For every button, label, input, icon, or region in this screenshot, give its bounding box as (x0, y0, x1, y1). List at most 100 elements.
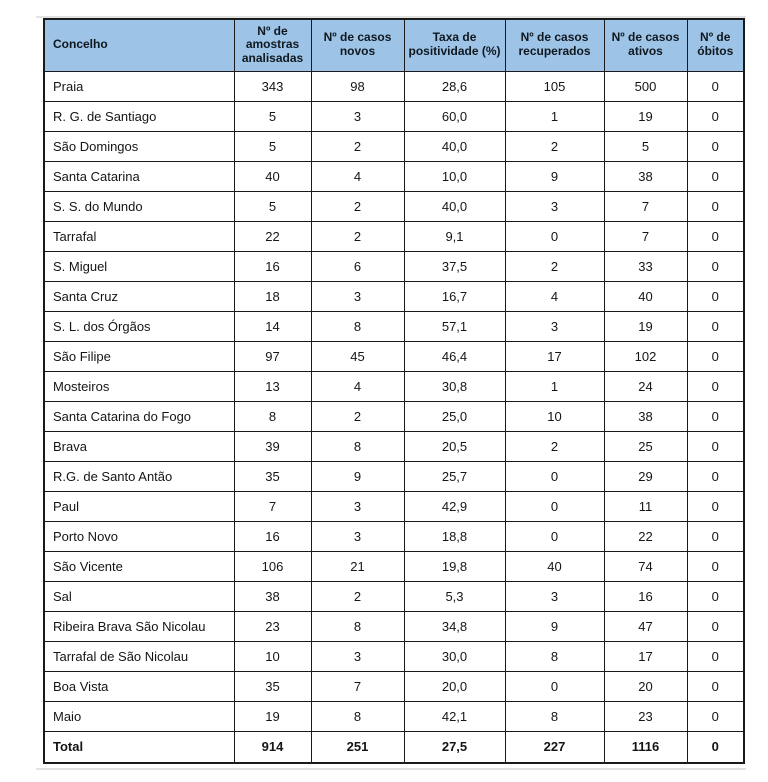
cell-value: 40 (603, 280, 688, 312)
cell-value: 2 (504, 430, 605, 462)
cell-value: 0 (504, 520, 605, 552)
cell-value: 60,0 (403, 100, 506, 132)
cell-value: 0 (686, 670, 745, 702)
cell-value: 0 (686, 550, 745, 582)
column-header-4: Nº de casos recuperados (504, 18, 605, 72)
cell-value: 13 (233, 370, 312, 402)
cell-value: 97 (233, 340, 312, 372)
cell-value: 0 (686, 340, 745, 372)
scan-artifact-line-bottom (36, 768, 746, 770)
cell-value: 22 (233, 220, 312, 252)
cell-concelho: R.G. de Santo Antão (43, 460, 235, 492)
table-row: São Filipe 97 45 46,4 17 102 0 (43, 340, 745, 372)
cell-value: 74 (603, 550, 688, 582)
cell-value: 25,7 (403, 460, 506, 492)
cell-value: 8 (310, 610, 405, 642)
cell-value: 38 (603, 400, 688, 432)
cell-value: 8 (310, 430, 405, 462)
cell-concelho: São Filipe (43, 340, 235, 372)
cell-value: 105 (504, 70, 605, 102)
cell-value: 0 (504, 670, 605, 702)
cell-concelho: Boa Vista (43, 670, 235, 702)
cell-value: 0 (686, 730, 745, 764)
cell-value: 0 (686, 70, 745, 102)
cell-concelho: São Domingos (43, 130, 235, 162)
cell-value: 6 (310, 250, 405, 282)
cell-value: 1 (504, 100, 605, 132)
cell-value: 38 (233, 580, 312, 612)
cell-value: 19 (233, 700, 312, 732)
cell-value: 7 (233, 490, 312, 522)
cell-value: 0 (686, 160, 745, 192)
table-row: S. S. do Mundo 5 2 40,0 3 7 0 (43, 190, 745, 222)
cell-value: 16 (233, 250, 312, 282)
table-row: R. G. de Santiago 5 3 60,0 1 19 0 (43, 100, 745, 132)
cell-value: 3 (310, 640, 405, 672)
cell-value: 23 (233, 610, 312, 642)
cell-concelho: R. G. de Santiago (43, 100, 235, 132)
cell-value: 25 (603, 430, 688, 462)
cell-value: 0 (686, 280, 745, 312)
data-table: Concelho Nº de amostras analisadas Nº de c… (43, 18, 745, 764)
cell-value: 20,5 (403, 430, 506, 462)
cell-value: 1 (504, 370, 605, 402)
cell-value: 0 (686, 220, 745, 252)
cell-concelho: Tarrafal de São Nicolau (43, 640, 235, 672)
header-row: Concelho Nº de amostras analisadas Nº de c… (43, 18, 745, 72)
cell-value: 34,8 (403, 610, 506, 642)
cell-value: 0 (686, 700, 745, 732)
cell-value: 16 (233, 520, 312, 552)
cell-value: 7 (603, 220, 688, 252)
table-row: Tarrafal de São Nicolau 10 3 30,0 8 17 0 (43, 640, 745, 672)
cell-value: 0 (686, 610, 745, 642)
cell-value: 21 (310, 550, 405, 582)
cell-value: 18,8 (403, 520, 506, 552)
table-header: Concelho Nº de amostras analisadas Nº de c… (43, 18, 745, 72)
cell-value: 0 (686, 490, 745, 522)
cell-value: 8 (504, 640, 605, 672)
cell-value: 0 (504, 490, 605, 522)
cell-value: 2 (504, 130, 605, 162)
cell-value: 30,0 (403, 640, 506, 672)
cell-concelho: Ribeira Brava São Nicolau (43, 610, 235, 642)
cell-value: 0 (686, 460, 745, 492)
cell-value: 30,8 (403, 370, 506, 402)
cell-value: 47 (603, 610, 688, 642)
cell-value: 8 (310, 310, 405, 342)
cell-value: 10 (504, 400, 605, 432)
cell-concelho: Porto Novo (43, 520, 235, 552)
cell-concelho: Sal (43, 580, 235, 612)
cell-value: 4 (310, 160, 405, 192)
cell-value: 3 (504, 190, 605, 222)
cell-value: 45 (310, 340, 405, 372)
column-header-5: Nº de casos ativos (603, 18, 688, 72)
cell-value: 0 (686, 430, 745, 462)
cell-value: 5 (233, 130, 312, 162)
cell-value: 22 (603, 520, 688, 552)
cell-value: 42,9 (403, 490, 506, 522)
cell-value: 10,0 (403, 160, 506, 192)
cell-value: 46,4 (403, 340, 506, 372)
cell-value: 57,1 (403, 310, 506, 342)
cell-value: 3 (310, 280, 405, 312)
cell-value: 20 (603, 670, 688, 702)
cell-value: 251 (310, 730, 405, 764)
cell-value: 20,0 (403, 670, 506, 702)
table-row: Tarrafal 22 2 9,1 0 7 0 (43, 220, 745, 252)
cell-value: 7 (310, 670, 405, 702)
table-row: Porto Novo 16 3 18,8 0 22 0 (43, 520, 745, 552)
cell-value: 3 (310, 520, 405, 552)
cell-value: 14 (233, 310, 312, 342)
column-header-2: Nº de casos novos (310, 18, 405, 72)
cell-value: 3 (504, 580, 605, 612)
cell-value: 29 (603, 460, 688, 492)
cell-value: 17 (603, 640, 688, 672)
table-row: R.G. de Santo Antão 35 9 25,7 0 29 0 (43, 460, 745, 492)
cell-value: 5 (233, 100, 312, 132)
table-row: Boa Vista 35 7 20,0 0 20 0 (43, 670, 745, 702)
cell-value: 39 (233, 430, 312, 462)
total-row: Total 914 251 27,5 227 1116 0 (43, 730, 745, 764)
cell-value: 0 (686, 130, 745, 162)
cell-concelho: S. S. do Mundo (43, 190, 235, 222)
cell-value: 40,0 (403, 130, 506, 162)
